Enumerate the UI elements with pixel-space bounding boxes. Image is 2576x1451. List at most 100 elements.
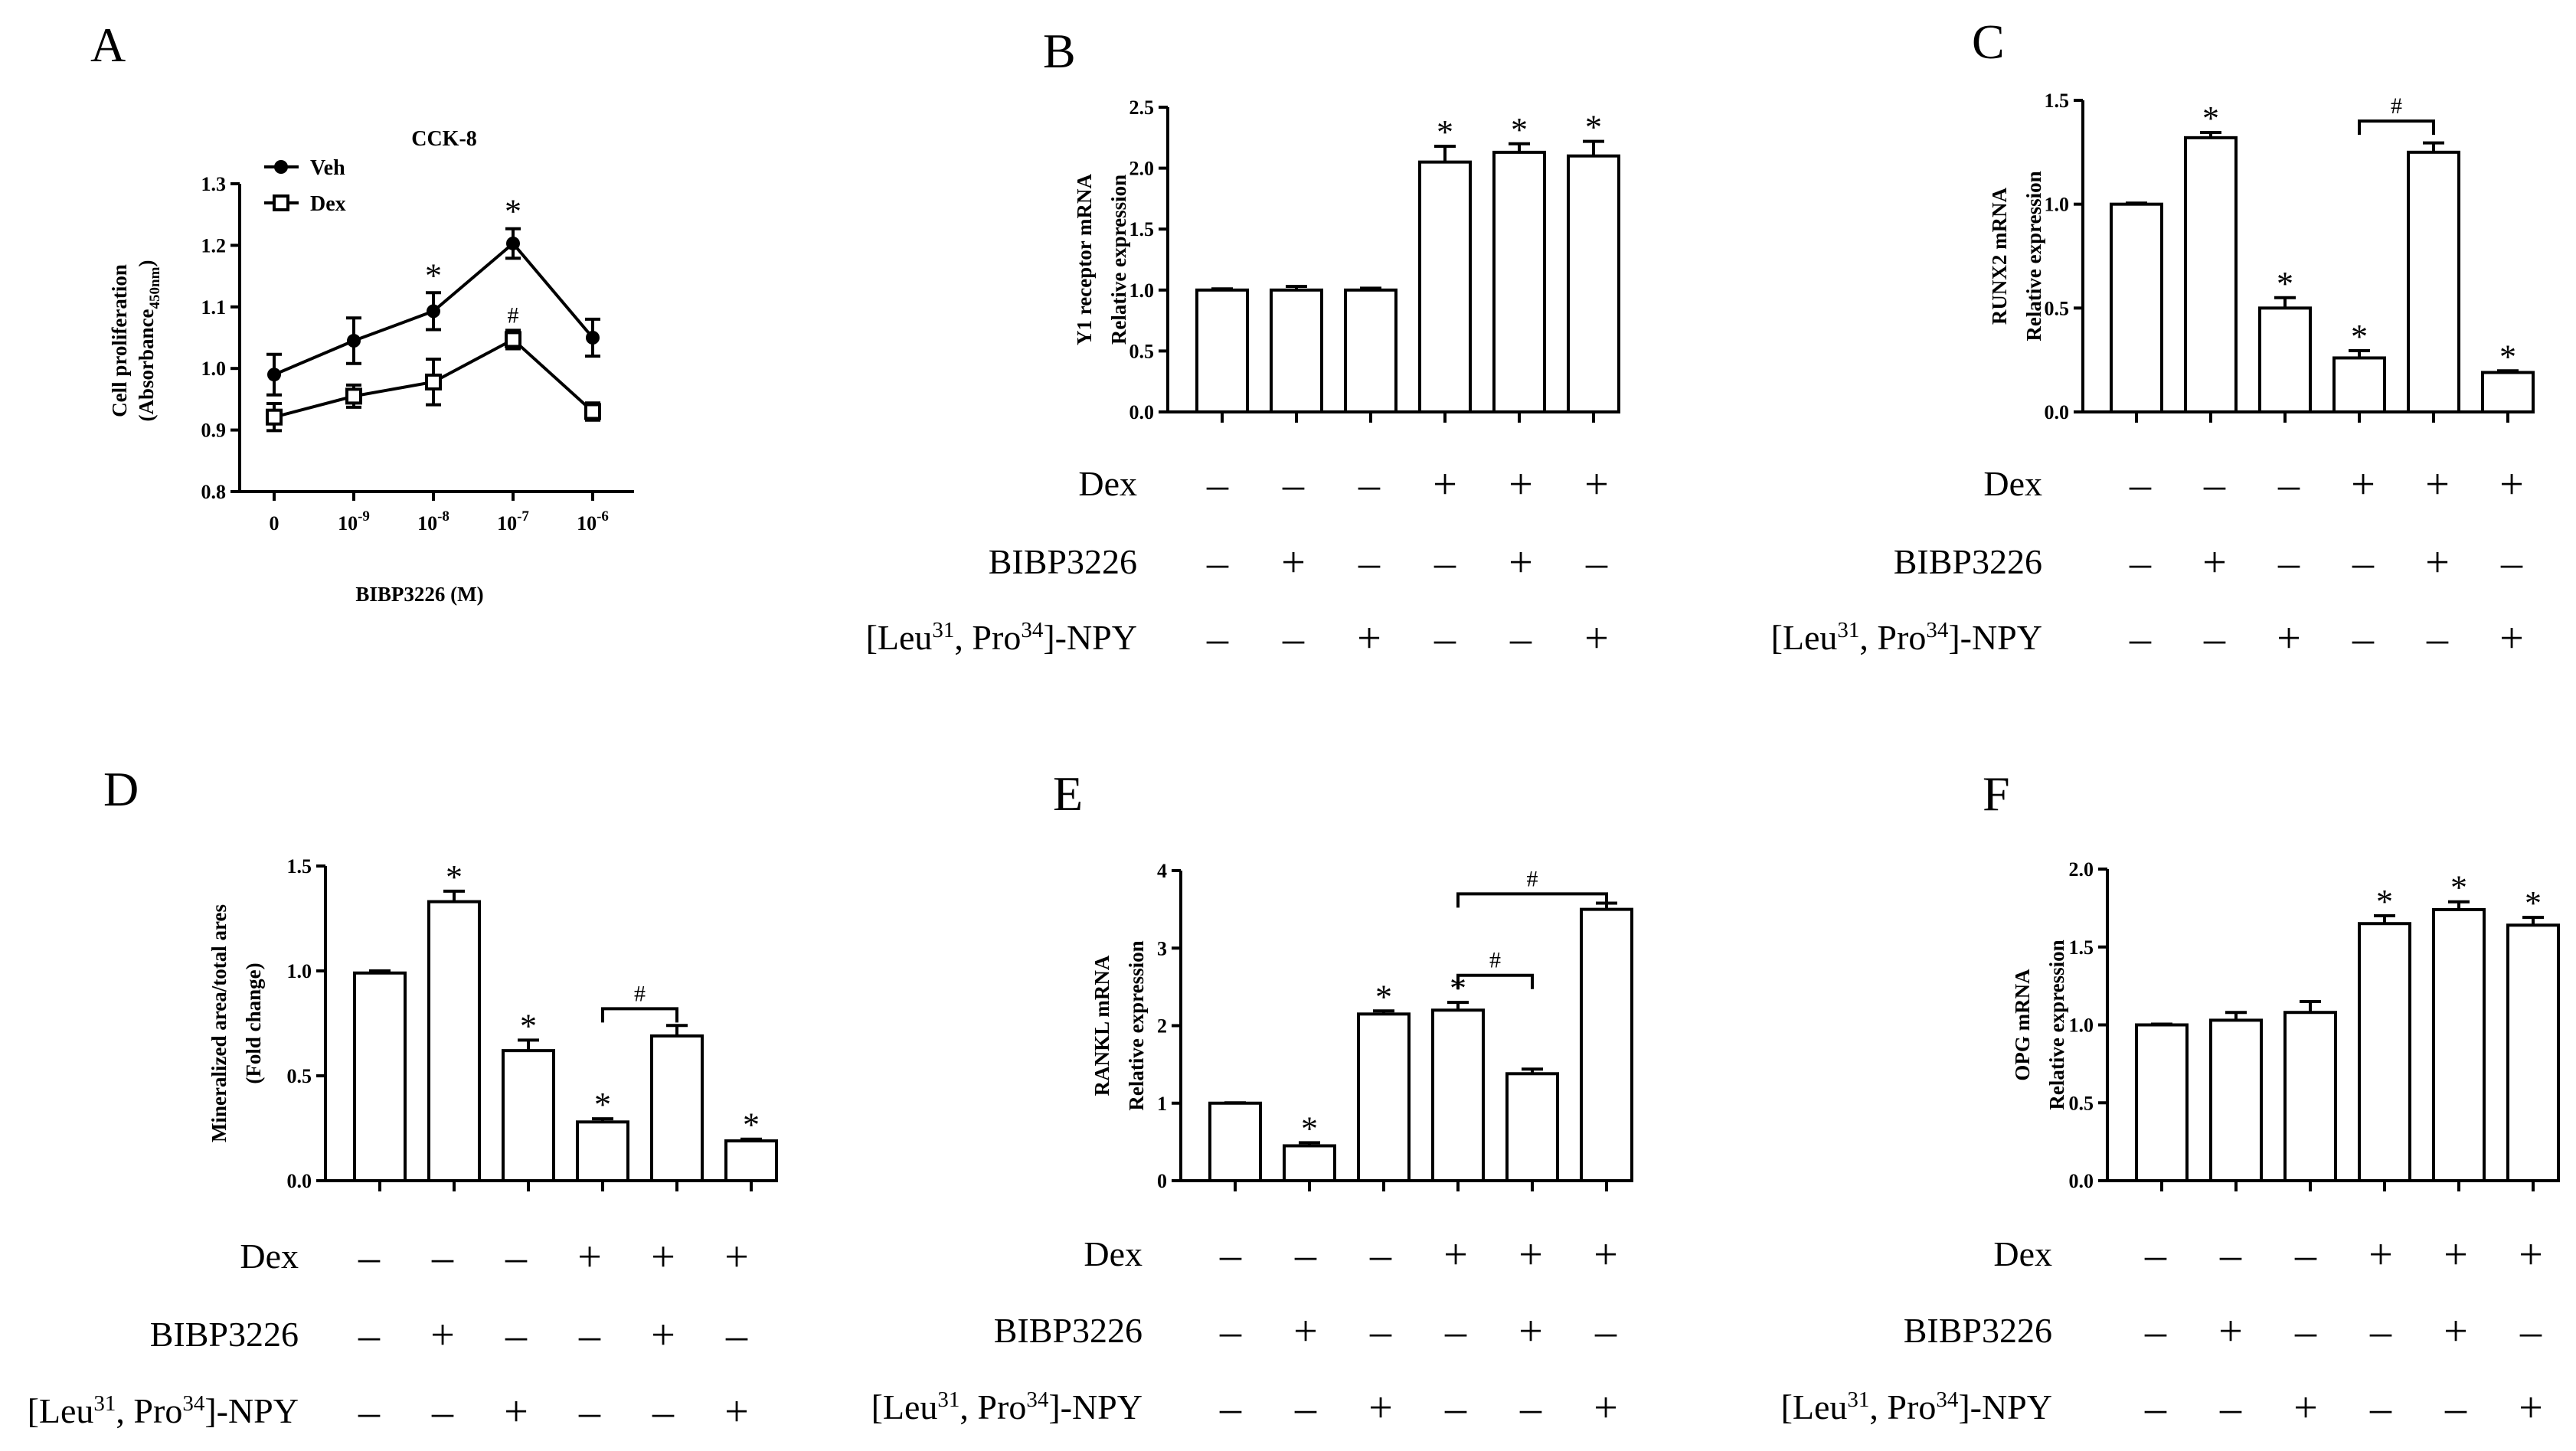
y-tick-label: 0.0 — [2069, 1170, 2094, 1192]
sign-minus: – — [2277, 539, 2300, 587]
sign-minus: – — [1219, 1308, 1242, 1355]
y-tick-label: 1.3 — [201, 173, 227, 195]
significance-star: * — [2450, 869, 2467, 907]
bar — [1507, 1074, 1558, 1181]
sign-minus: – — [2219, 1231, 2242, 1279]
data-point-veh — [586, 331, 600, 345]
sign-plus: + — [2368, 1231, 2393, 1279]
sign-plus: + — [2444, 1308, 2468, 1355]
y-tick-label: 0.5 — [287, 1065, 312, 1087]
y-tick-label: 1.5 — [287, 855, 312, 877]
data-point-veh — [506, 237, 520, 250]
bar — [2111, 204, 2162, 412]
sign-minus: – — [1206, 615, 1229, 662]
y-tick-label: 0 — [1157, 1170, 1167, 1192]
panel-c: C 0.0 0.5 1.0 1.5 RUNX2 mRNA Relative expressi… — [1771, 15, 2533, 662]
significance-star: * — [1437, 113, 1453, 151]
y-tick-label: 1.0 — [287, 960, 312, 982]
y-tick-label: 2 — [1157, 1015, 1167, 1038]
panel-letter-b: B — [1043, 24, 1076, 78]
sign-plus: + — [1518, 1231, 1543, 1279]
y-tick-label: 0.9 — [201, 420, 227, 442]
sign-minus: – — [1219, 1231, 1242, 1279]
y-axis-subtitle: (Absorbance450nm) — [135, 260, 163, 422]
y-tick-label: 2.0 — [1129, 158, 1155, 180]
bar — [2408, 152, 2459, 412]
sign-minus: – — [2129, 615, 2152, 662]
x-tick-label: 10-7 — [497, 508, 529, 534]
significance-star: * — [1511, 111, 1528, 149]
condition-label: BIBP3226 — [989, 542, 1137, 581]
sign-plus: + — [1509, 461, 1533, 508]
bar — [1345, 290, 1396, 412]
condition-label: BIBP3226 — [994, 1311, 1143, 1350]
condition-label: Dex — [240, 1237, 299, 1276]
bar — [2508, 925, 2558, 1181]
sign-plus: + — [1509, 539, 1533, 587]
x-tick-label: 10-6 — [577, 508, 609, 534]
sign-minus: – — [1358, 461, 1381, 508]
sign-plus: + — [430, 1312, 455, 1359]
sign-minus: – — [1519, 1384, 1542, 1432]
sign-plus: + — [1281, 539, 1306, 587]
figure: A0.80.91.01.11.21.30 10-9 10-8 10-7 10-6CCK-… — [0, 0, 2576, 1451]
sign-minus: – — [1219, 1384, 1242, 1432]
significance-bracket — [603, 1008, 677, 1022]
bar — [1433, 1010, 1483, 1181]
panel-letter-c: C — [1972, 15, 2005, 69]
sign-plus: + — [724, 1388, 749, 1436]
sign-minus: – — [1294, 1384, 1317, 1432]
condition-label: [Leu31, Pro34]-NPY — [28, 1391, 299, 1430]
bar — [2185, 138, 2236, 412]
sign-minus: – — [2352, 539, 2375, 587]
sign-plus: + — [1594, 1384, 1618, 1432]
sign-minus: – — [1294, 1231, 1317, 1279]
x-tick-label: 0 — [270, 512, 280, 534]
sign-plus: + — [2202, 539, 2227, 587]
significance-bracket — [1458, 894, 1607, 907]
y-tick-label: 0.0 — [287, 1170, 312, 1192]
sign-minus: – — [1433, 539, 1456, 587]
sign-plus: + — [1584, 615, 1609, 662]
sign-plus: + — [1594, 1231, 1618, 1279]
condition-label: Dex — [1078, 464, 1137, 503]
bar — [1568, 156, 1619, 412]
sign-minus: – — [1369, 1308, 1392, 1355]
y-tick-label: 2.0 — [2069, 858, 2094, 881]
y-axis-title: RUNX2 mRNA — [1988, 187, 2011, 325]
y-tick-label: 1.1 — [201, 296, 227, 319]
condition-label: [Leu31, Pro34]-NPY — [1771, 618, 2042, 657]
sign-minus: – — [1206, 539, 1229, 587]
legend-marker-veh — [274, 160, 288, 174]
data-point-veh — [267, 368, 281, 381]
panel-letter-d: D — [103, 762, 139, 816]
sign-minus: – — [2519, 1308, 2542, 1355]
condition-label: BIBP3226 — [1904, 1311, 2052, 1350]
sign-minus: – — [2294, 1308, 2317, 1355]
sign-plus: + — [577, 1234, 602, 1281]
y-axis-subtitle: Relative expression — [1107, 175, 1130, 345]
y-tick-label: 0.8 — [201, 481, 227, 503]
sign-plus: + — [2293, 1384, 2318, 1432]
sign-minus: – — [652, 1388, 675, 1436]
sign-minus: – — [505, 1312, 528, 1359]
significance-star: * — [594, 1086, 611, 1123]
sign-plus: + — [2351, 461, 2375, 508]
sign-minus: – — [1585, 539, 1608, 587]
sign-minus: – — [505, 1234, 528, 1281]
sign-minus: – — [1444, 1308, 1467, 1355]
significance-hash: # — [634, 981, 646, 1006]
significance-star: * — [505, 193, 521, 230]
significance-star: * — [1375, 978, 1392, 1015]
sign-plus: + — [2499, 615, 2524, 662]
sign-plus: + — [1518, 1308, 1543, 1355]
y-tick-label: 0.0 — [1129, 401, 1155, 423]
bar — [1420, 162, 1470, 412]
y-tick-label: 1.5 — [2069, 936, 2094, 959]
y-axis-subtitle: Relative expression — [1125, 940, 1148, 1110]
sign-minus: – — [2294, 1231, 2317, 1279]
sign-minus: – — [1509, 615, 1532, 662]
sign-minus: – — [1358, 539, 1381, 587]
condition-table: Dex – – – + + + BIBP3226 – + – – + – [Leu31, Pro34]-NP… — [1771, 461, 2524, 662]
